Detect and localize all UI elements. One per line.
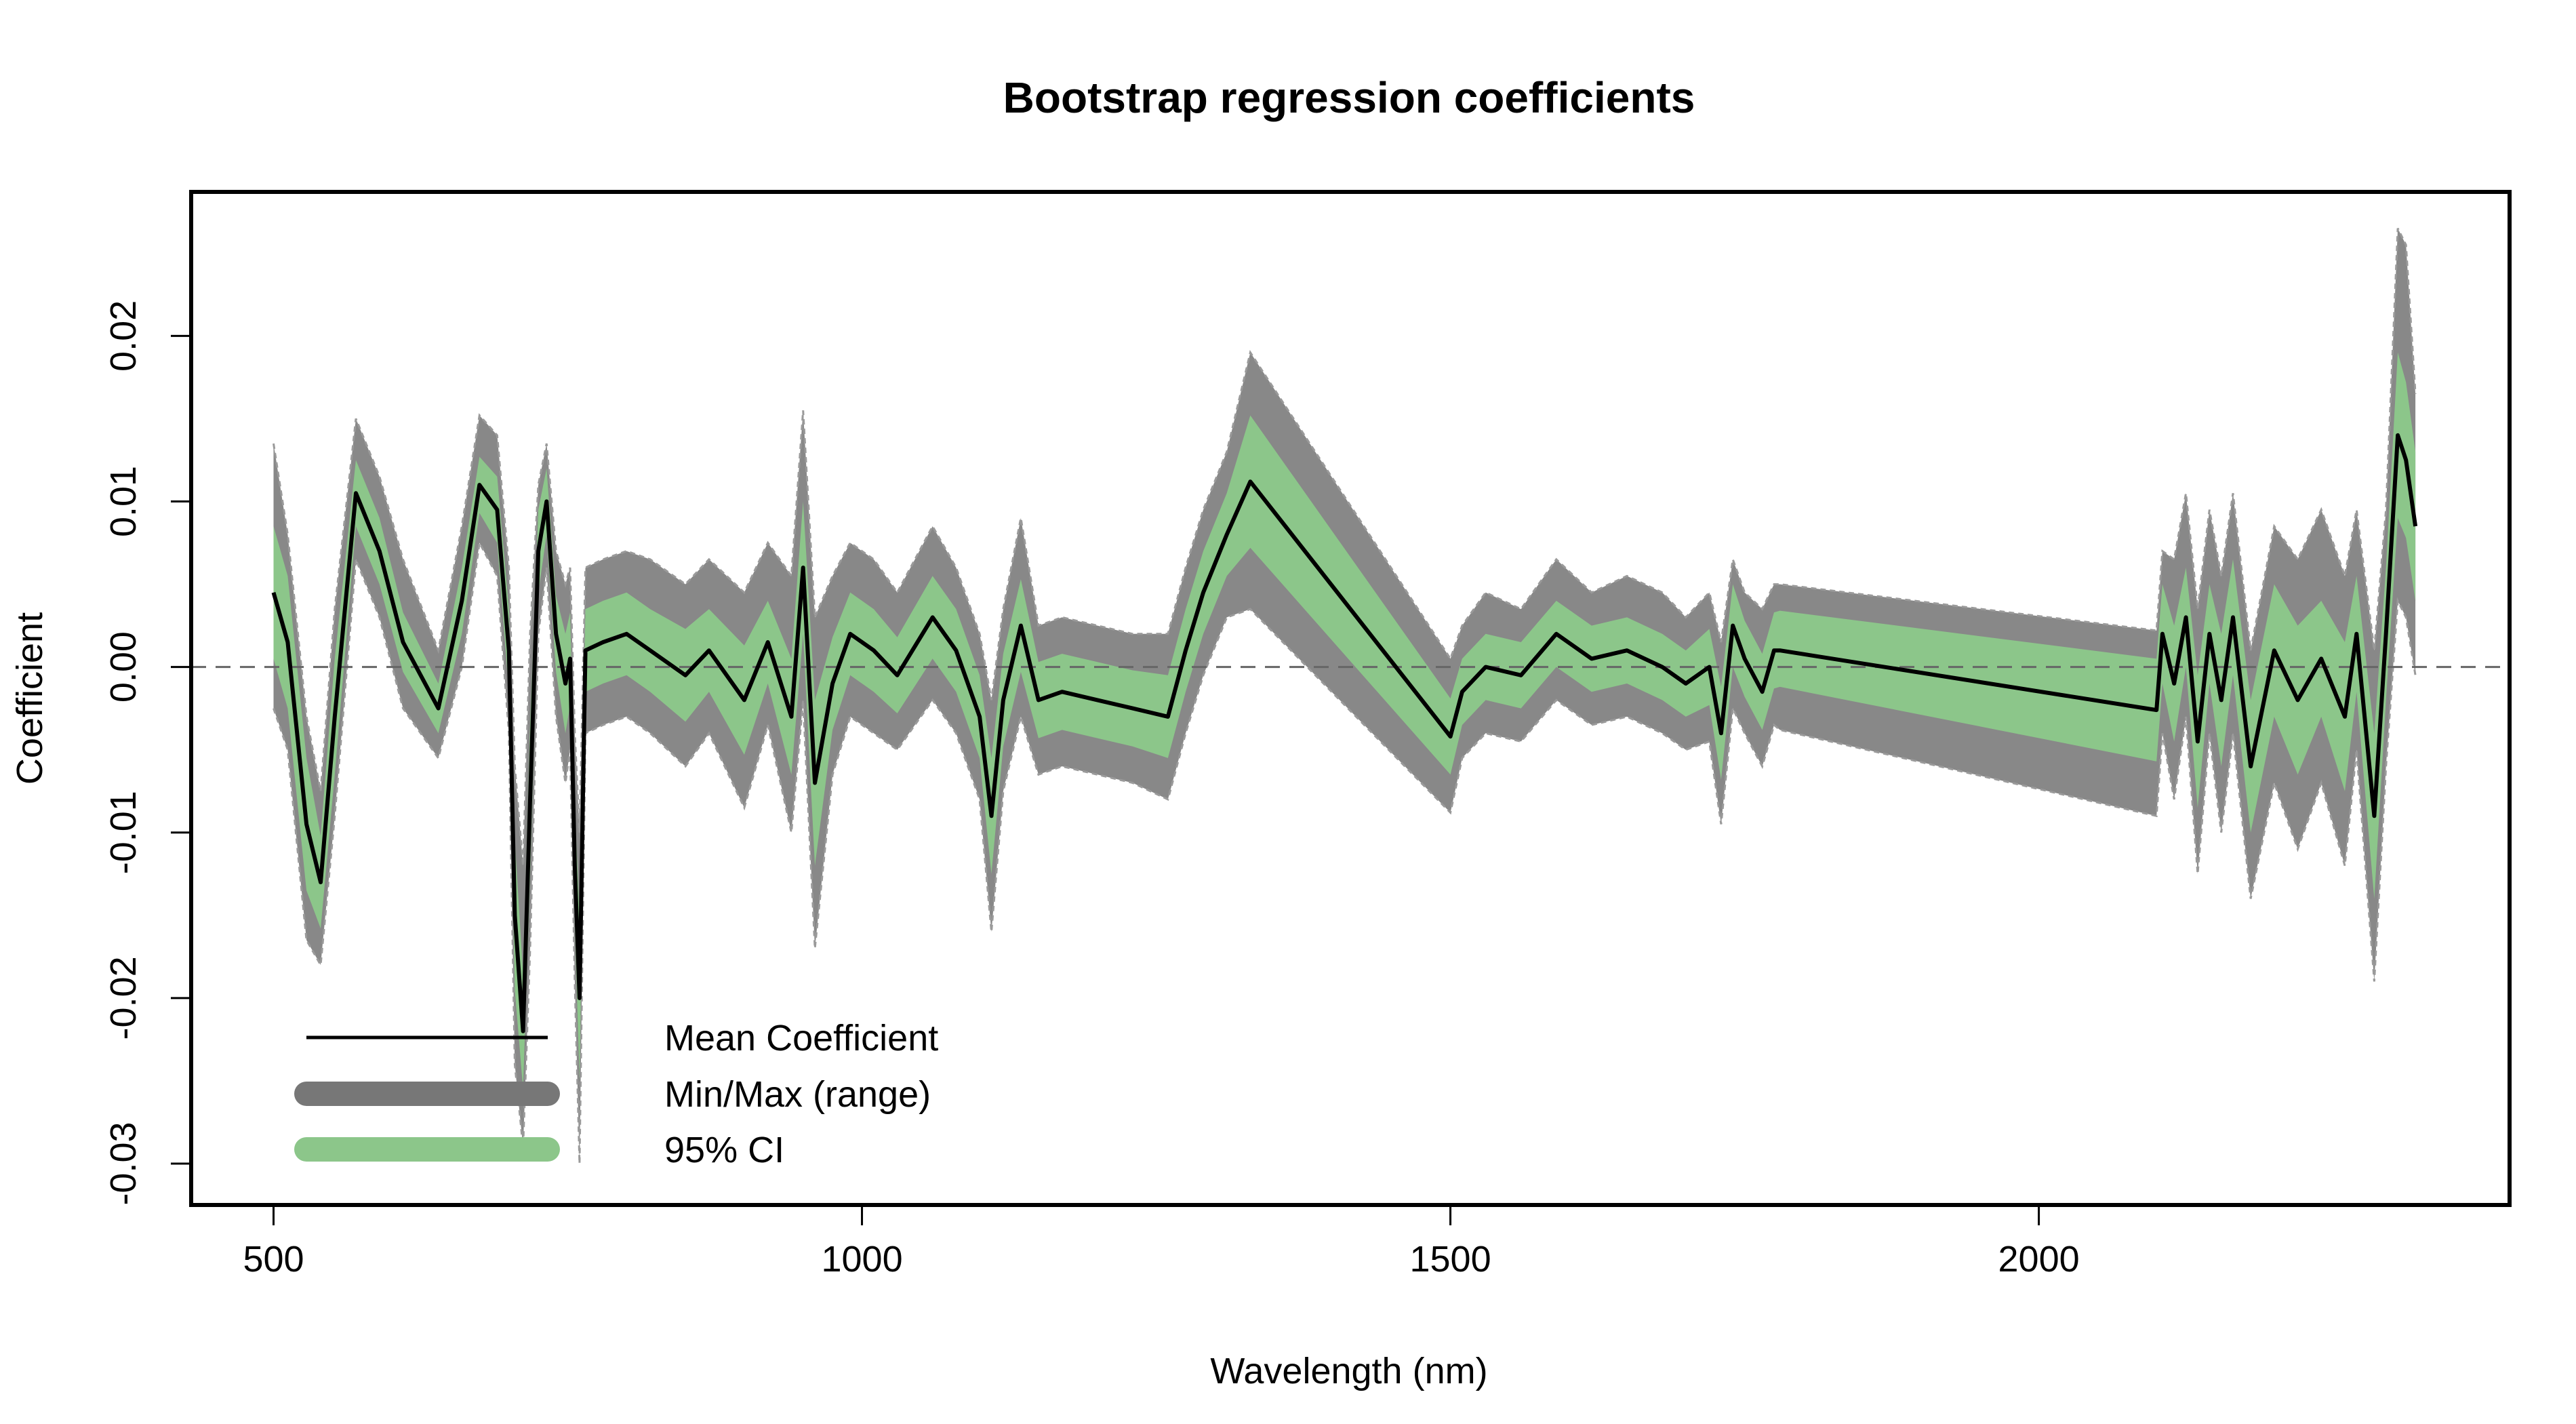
chart-title: Bootstrap regression coefficients bbox=[1003, 73, 1695, 122]
range-band bbox=[273, 228, 2416, 1164]
x-tick-label: 2000 bbox=[1998, 1239, 2080, 1280]
x-tick-label: 1000 bbox=[821, 1239, 902, 1280]
y-tick-label: 0.02 bbox=[103, 300, 144, 372]
legend-range-label: Min/Max (range) bbox=[664, 1074, 931, 1115]
x-tick-label: 1500 bbox=[1409, 1239, 1491, 1280]
legend-ci-label: 95% CI bbox=[664, 1130, 784, 1170]
mean-layer bbox=[271, 433, 2418, 1033]
mean-coefficient-line bbox=[271, 433, 2418, 1033]
y-tick-label: -0.03 bbox=[103, 1122, 144, 1205]
y-tick-label: -0.01 bbox=[103, 791, 144, 874]
y-axis-label: Coefficient bbox=[9, 612, 50, 785]
range-lower-edge bbox=[273, 539, 2417, 1164]
legend-mean-label: Mean Coefficient bbox=[664, 1018, 938, 1059]
x-axis-label: Wavelength (nm) bbox=[1210, 1351, 1487, 1391]
y-tick-label: -0.02 bbox=[103, 956, 144, 1040]
x-axis: 500 1000 1500 2000 bbox=[243, 1204, 2080, 1280]
bands-layer bbox=[273, 228, 2417, 1164]
y-tick-label: 0.01 bbox=[103, 466, 144, 537]
y-axis: -0.03 -0.02 -0.01 0.00 0.01 0.02 bbox=[103, 300, 193, 1206]
y-tick-label: 0.00 bbox=[103, 631, 144, 703]
range-upper-edge bbox=[273, 228, 2417, 866]
legend: Mean Coefficient Min/Max (range) 95% CI bbox=[294, 1018, 938, 1170]
x-tick-label: 500 bbox=[243, 1239, 304, 1280]
ci-band bbox=[273, 352, 2416, 1090]
